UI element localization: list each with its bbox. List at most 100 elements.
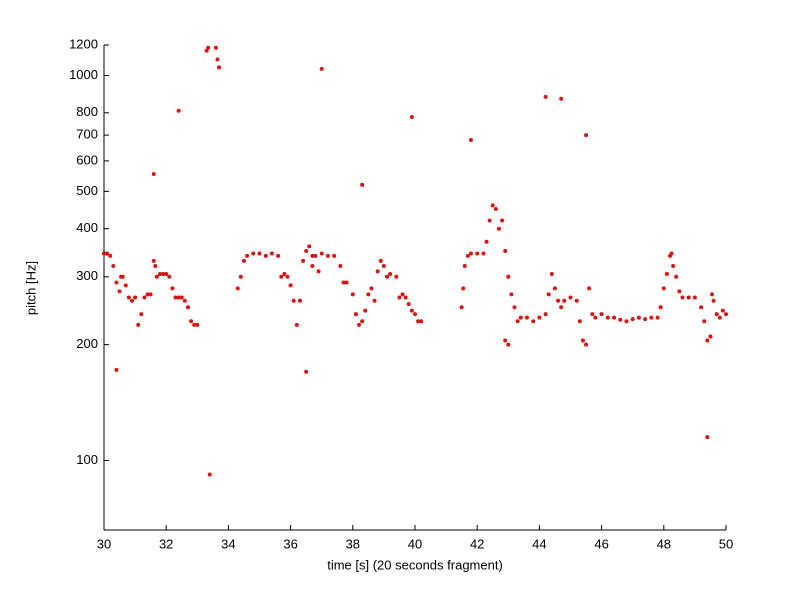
point: [360, 182, 365, 187]
point: [126, 295, 131, 300]
point: [580, 338, 585, 343]
point: [462, 264, 467, 269]
point: [241, 258, 246, 263]
point: [397, 295, 402, 300]
point: [207, 472, 212, 477]
point: [409, 115, 414, 120]
point: [179, 295, 184, 300]
x-tick-label: 46: [594, 536, 608, 551]
point: [195, 322, 200, 327]
point: [546, 292, 551, 297]
point: [154, 274, 159, 279]
point: [612, 315, 617, 320]
point: [419, 319, 424, 324]
x-tick-label: 42: [470, 536, 484, 551]
point: [711, 298, 716, 303]
point: [503, 249, 508, 254]
point: [630, 317, 635, 322]
point: [142, 295, 147, 300]
point: [344, 280, 349, 285]
point: [574, 298, 579, 303]
point: [217, 65, 222, 70]
point: [487, 218, 492, 223]
point: [658, 305, 663, 310]
point: [413, 312, 417, 317]
point: [409, 308, 414, 313]
point: [192, 322, 197, 327]
point: [338, 264, 343, 269]
point: [394, 274, 399, 279]
point: [291, 298, 296, 303]
point: [102, 251, 106, 256]
point: [363, 308, 368, 313]
point: [285, 274, 290, 279]
point: [664, 272, 669, 277]
point: [403, 295, 408, 300]
point: [710, 292, 715, 297]
point: [568, 295, 573, 300]
point: [649, 315, 654, 320]
point: [552, 286, 557, 291]
point: [636, 315, 641, 320]
point: [316, 269, 321, 274]
point: [559, 96, 564, 101]
point: [372, 298, 377, 303]
point: [406, 301, 411, 306]
point: [416, 319, 421, 324]
point: [310, 253, 315, 258]
point: [720, 308, 725, 313]
point: [319, 66, 324, 71]
point: [643, 317, 648, 322]
point: [117, 289, 122, 294]
point: [206, 45, 211, 50]
point: [145, 292, 150, 297]
point: [624, 319, 629, 324]
point: [686, 295, 691, 300]
point: [378, 258, 383, 263]
point: [164, 272, 169, 277]
point: [584, 342, 589, 347]
x-tick-label: 34: [221, 536, 235, 551]
point: [381, 264, 386, 269]
point: [605, 315, 610, 320]
point: [503, 338, 508, 343]
point: [512, 305, 517, 310]
point: [176, 295, 181, 300]
point: [375, 269, 380, 274]
point: [702, 319, 707, 324]
point: [257, 251, 262, 256]
point: [669, 251, 674, 256]
point: [341, 280, 346, 285]
point: [468, 137, 473, 142]
x-axis-label: time [s] (20 seconds fragment): [327, 557, 503, 572]
point: [496, 226, 501, 231]
point: [153, 264, 158, 269]
point: [724, 312, 728, 317]
y-tick-label: 700: [76, 127, 98, 142]
point: [301, 258, 306, 263]
point: [459, 305, 464, 310]
point: [114, 280, 119, 285]
point: [319, 251, 324, 256]
y-axis-label: pitch [Hz]: [23, 261, 38, 315]
point: [151, 171, 156, 176]
y-tick-label: 400: [76, 220, 98, 235]
point: [484, 239, 489, 244]
point: [276, 253, 281, 258]
point: [313, 253, 318, 258]
point: [366, 292, 371, 297]
point: [170, 286, 175, 291]
point: [136, 322, 141, 327]
point: [714, 312, 719, 317]
point: [108, 253, 113, 258]
point: [282, 272, 287, 277]
point: [543, 94, 548, 99]
point: [235, 286, 240, 291]
point: [506, 342, 511, 347]
y-tick-label: 1000: [69, 67, 98, 82]
point: [263, 253, 268, 258]
point: [353, 312, 358, 317]
point: [310, 264, 315, 269]
point: [481, 251, 486, 256]
y-tick-label: 800: [76, 104, 98, 119]
